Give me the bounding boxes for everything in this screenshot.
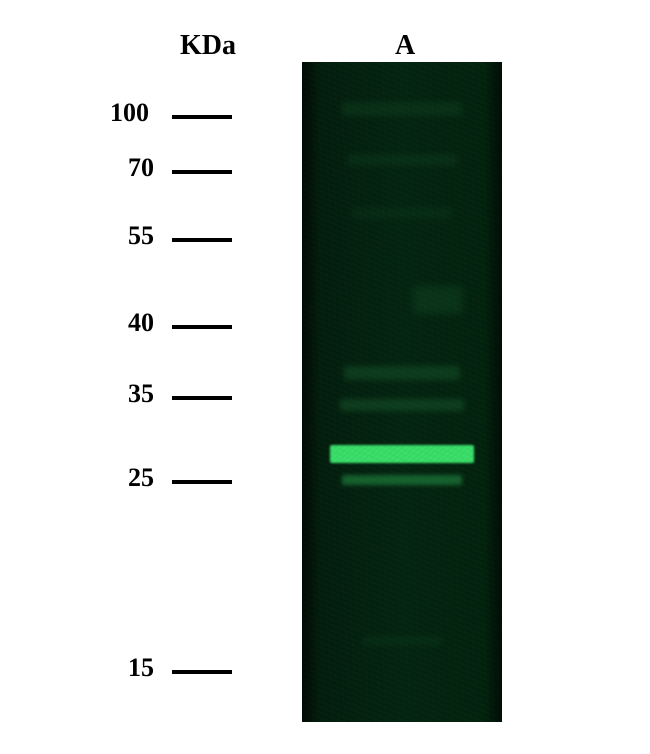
figure-container: KDa A 100 70 55 40 35 25 15 — [0, 0, 650, 754]
blot-edge-right — [484, 62, 502, 722]
marker-tick — [172, 170, 232, 174]
kda-header-text: KDa — [180, 30, 236, 61]
blot-noise-overlay — [302, 62, 502, 722]
lane-a-header: A — [395, 30, 415, 62]
marker-label: 40 — [128, 308, 154, 338]
marker-label: 100 — [110, 98, 149, 128]
marker-tick — [172, 396, 232, 400]
marker-label: 70 — [128, 153, 154, 183]
marker-tick — [172, 238, 232, 242]
kda-header: KDa — [180, 30, 236, 62]
marker-tick — [172, 325, 232, 329]
marker-tick — [172, 480, 232, 484]
marker-label: 55 — [128, 221, 154, 251]
marker-tick — [172, 115, 232, 119]
blot-edge-left — [302, 62, 320, 722]
marker-tick — [172, 670, 232, 674]
marker-label: 35 — [128, 379, 154, 409]
marker-label: 25 — [128, 463, 154, 493]
marker-label: 15 — [128, 653, 154, 683]
blot-lane-a — [302, 62, 502, 722]
lane-a-header-text: A — [395, 30, 415, 61]
